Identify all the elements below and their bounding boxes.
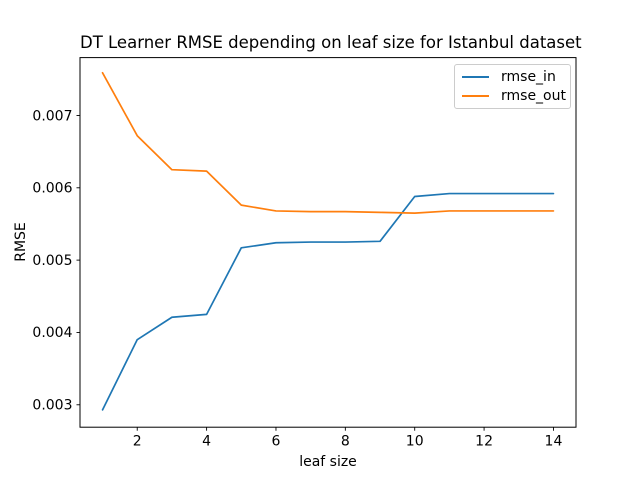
legend: rmse_in rmse_out (454, 64, 571, 109)
x-tick-label: 2 (133, 434, 142, 450)
x-axis-label: leaf size (299, 454, 357, 470)
legend-line-swatch-rmse-in (462, 76, 489, 79)
series-line-rmse_out (101, 71, 555, 214)
legend-entry: rmse_in (455, 69, 570, 85)
legend-label: rmse_out (501, 87, 566, 104)
chart-title: DT Learner RMSE depending on leaf size f… (80, 33, 582, 52)
y-tick-label: 0.006 (32, 181, 72, 197)
y-tick-label: 0.004 (32, 325, 72, 341)
legend-label: rmse_in (501, 69, 556, 86)
y-axis-label: RMSE (13, 222, 29, 262)
x-tick-label: 12 (475, 434, 493, 450)
series-line-rmse_in (101, 192, 555, 411)
plot-frame (79, 57, 577, 428)
x-tick-label: 10 (406, 434, 424, 450)
legend-entry: rmse_out (455, 88, 570, 104)
x-tick-label: 4 (202, 434, 211, 450)
y-tick-label: 0.003 (32, 398, 72, 414)
x-tick-label: 6 (272, 434, 281, 450)
legend-line-swatch-rmse-out (462, 94, 489, 97)
y-tick-label: 0.007 (32, 108, 72, 124)
y-tick-label: 0.005 (32, 253, 72, 269)
x-tick-label: 8 (341, 434, 350, 450)
x-tick-label: 14 (545, 434, 563, 450)
